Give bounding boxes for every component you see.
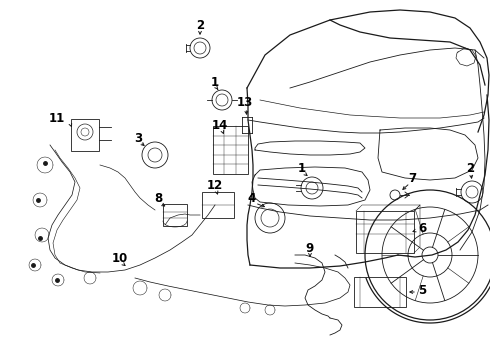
Text: 2: 2 (466, 162, 474, 175)
Text: 13: 13 (237, 95, 253, 108)
Text: 1: 1 (298, 162, 306, 175)
Text: 14: 14 (212, 118, 228, 131)
Text: 11: 11 (49, 112, 65, 125)
Bar (356, 211, 414, 253)
Text: 7: 7 (408, 171, 416, 185)
Text: 2: 2 (196, 18, 204, 32)
Text: 4: 4 (248, 192, 256, 204)
Text: 8: 8 (154, 192, 162, 204)
Text: 5: 5 (418, 284, 426, 297)
Text: 3: 3 (134, 131, 142, 144)
Bar (163, 204, 187, 226)
Bar (213, 126, 247, 174)
Text: 9: 9 (306, 242, 314, 255)
Text: 10: 10 (112, 252, 128, 265)
Bar (202, 192, 234, 218)
Text: 12: 12 (207, 179, 223, 192)
Bar (71, 119, 99, 151)
Text: 1: 1 (211, 76, 219, 89)
Bar (354, 277, 406, 307)
Text: 6: 6 (418, 221, 426, 234)
